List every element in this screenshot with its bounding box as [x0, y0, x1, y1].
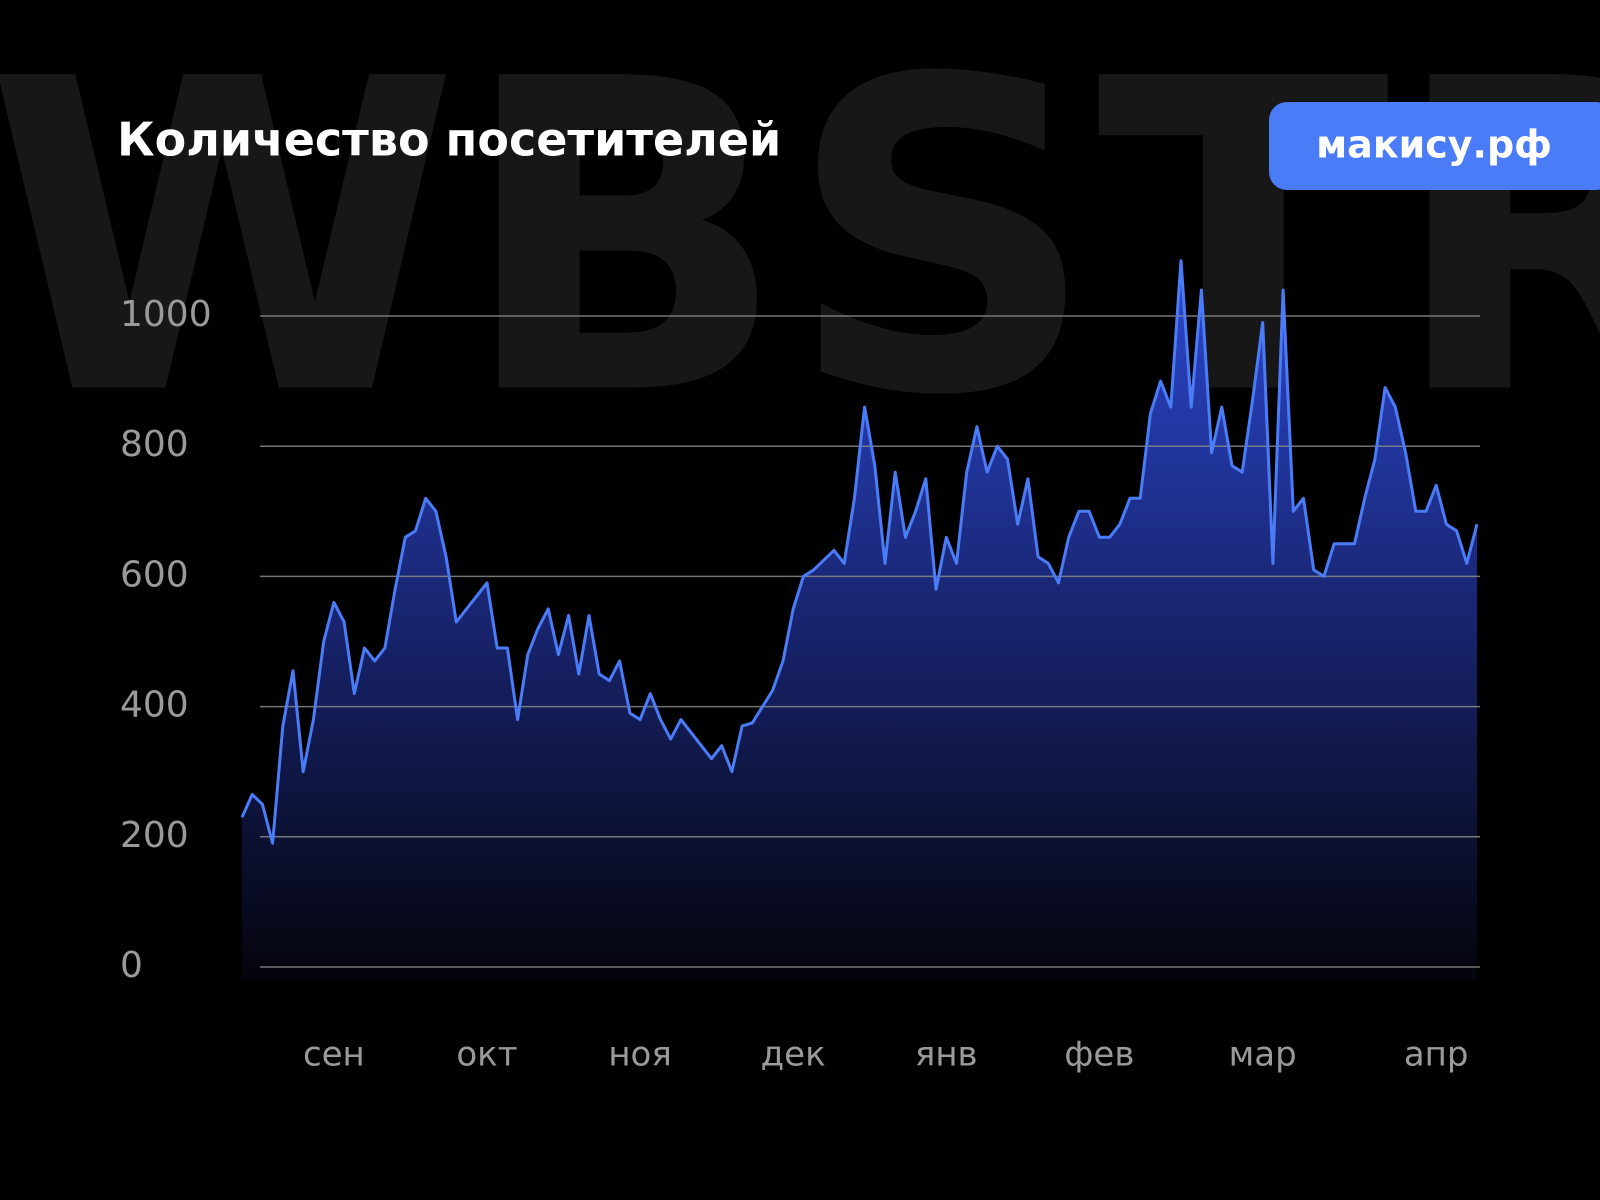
x-tick-label: окт — [456, 1035, 517, 1075]
x-tick-label: дек — [761, 1035, 826, 1075]
y-tick-label: 400 — [120, 685, 189, 726]
watermark: WBSTR — [0, 0, 1600, 490]
y-tick-label: 1000 — [120, 294, 212, 335]
chart-title: Количество посетителей — [117, 113, 781, 167]
y-tick-label: 0 — [120, 945, 143, 986]
line — [240, 259, 1479, 845]
badge-bg — [1269, 102, 1600, 190]
area — [242, 260, 1477, 979]
x-tick-label: ноя — [608, 1035, 671, 1075]
x-tick-label: сен — [303, 1035, 365, 1075]
x-tick-label: апр — [1404, 1035, 1469, 1075]
y-tick-label: 200 — [120, 815, 189, 856]
y-tick-label: 600 — [120, 554, 189, 595]
x-tick-label: фев — [1064, 1035, 1134, 1075]
y-tick-label: 800 — [120, 424, 189, 465]
x-tick-label: мар — [1229, 1035, 1297, 1075]
x-tick-label: янв — [915, 1035, 978, 1075]
plot: 0 200 400 600 800 1000 сен окт ноя дек янв фев мар ап… — [120, 259, 1480, 1075]
badge[interactable]: макису.рф — [1316, 123, 1552, 167]
